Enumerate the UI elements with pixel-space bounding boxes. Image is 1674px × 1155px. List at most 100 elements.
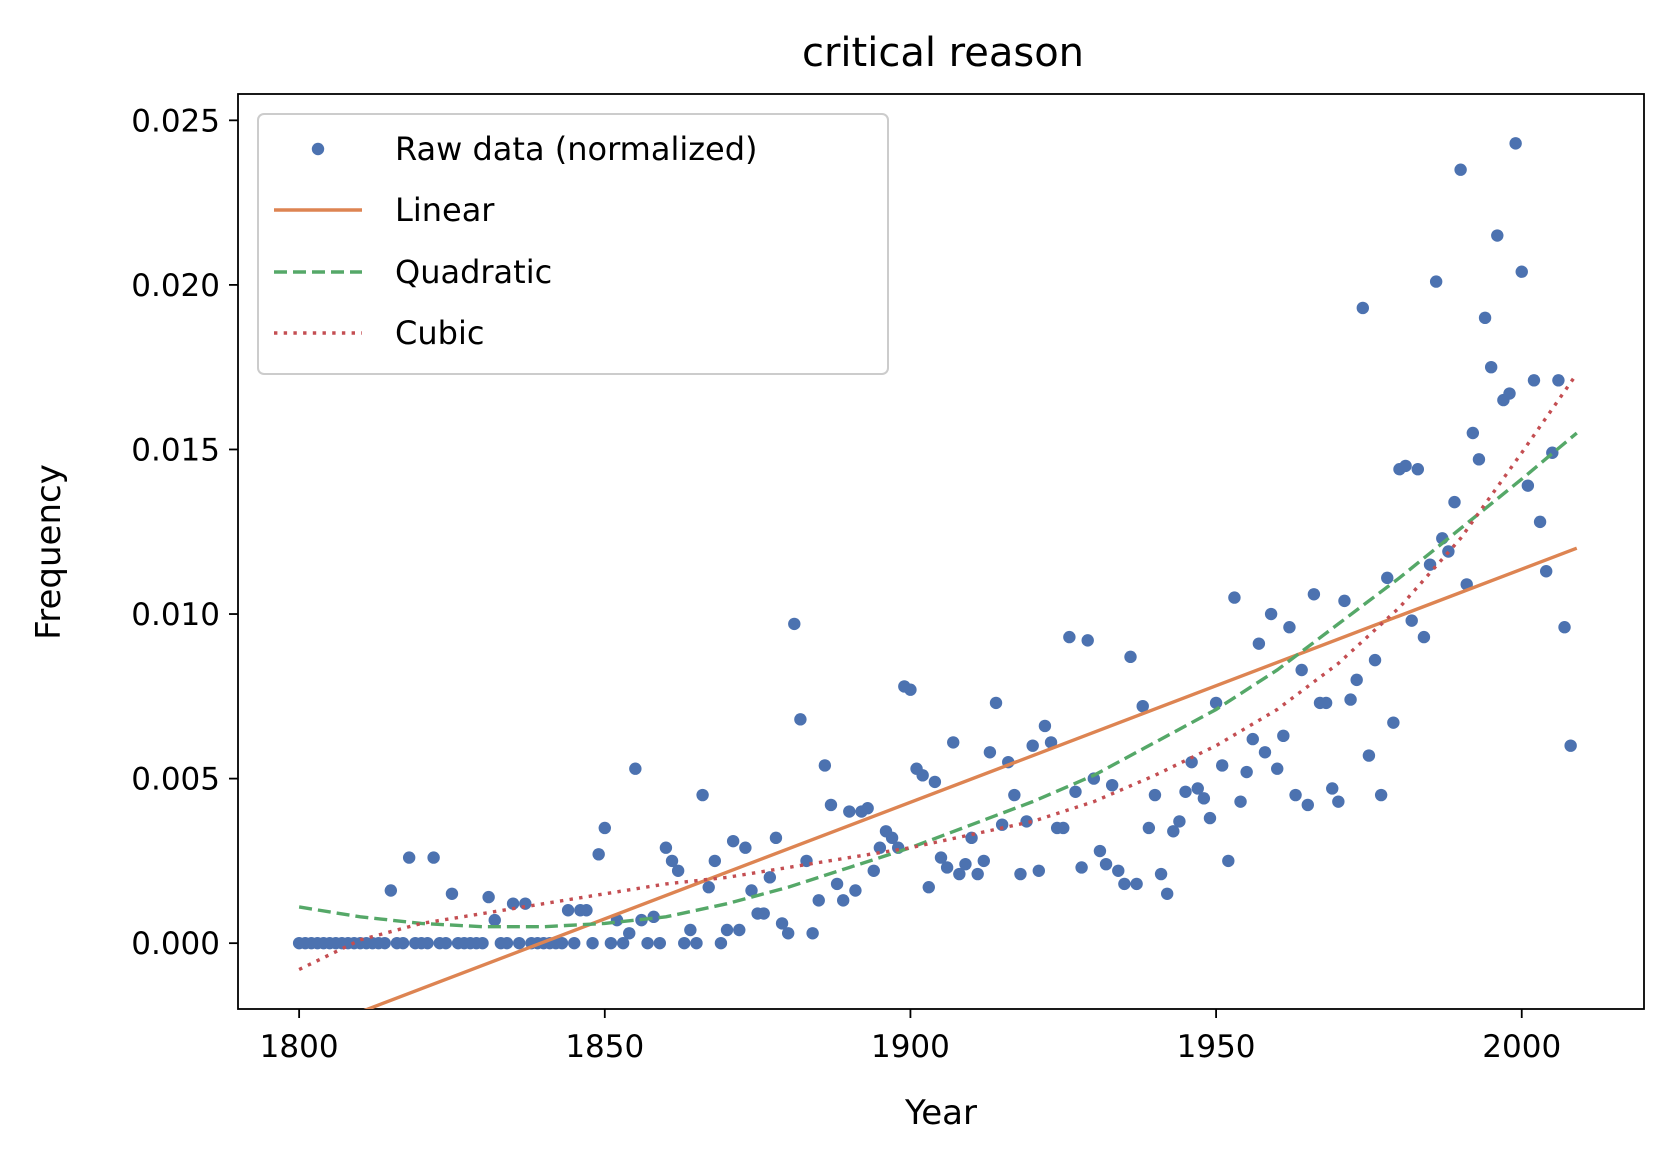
- legend-box: [257, 113, 889, 375]
- data-point: [1124, 650, 1137, 664]
- y-tick-label: 0.025: [131, 103, 220, 139]
- data-point: [1057, 821, 1070, 835]
- data-point: [678, 936, 691, 950]
- data-point: [812, 894, 825, 907]
- data-point: [1484, 360, 1498, 374]
- legend-raw-label: Raw data (normalized): [395, 130, 758, 168]
- data-point: [1564, 739, 1577, 752]
- data-point: [1472, 453, 1486, 466]
- data-point: [488, 913, 501, 927]
- data-point: [629, 762, 642, 775]
- data-point: [1356, 301, 1370, 315]
- data-point: [1167, 825, 1180, 838]
- data-point: [1283, 621, 1296, 634]
- data-point: [1454, 163, 1467, 176]
- data-point: [947, 736, 960, 749]
- data-point: [684, 923, 697, 937]
- data-point: [788, 617, 801, 631]
- chart-title: critical reason: [802, 30, 1084, 76]
- data-point: [1552, 374, 1565, 387]
- data-point: [916, 769, 929, 782]
- x-axis-label: Year: [904, 1093, 977, 1133]
- data-point: [1252, 637, 1266, 650]
- data-point: [1160, 887, 1174, 901]
- data-point: [1509, 137, 1522, 150]
- y-tick-label: 0.020: [131, 268, 220, 304]
- data-point: [733, 923, 746, 937]
- legend-quadratic-label: Quadratic: [395, 253, 552, 291]
- y-tick-label: 0.000: [131, 926, 220, 962]
- data-point: [592, 848, 605, 861]
- data-point: [586, 936, 599, 950]
- data-point: [1387, 716, 1400, 729]
- data-point: [843, 805, 856, 818]
- x-tick-label: 1950: [1177, 1029, 1256, 1065]
- data-point: [989, 696, 1003, 710]
- data-point: [953, 867, 966, 881]
- data-point: [1185, 755, 1198, 769]
- data-point: [1301, 798, 1314, 812]
- y-tick-label: 0.010: [131, 597, 220, 633]
- data-point: [983, 746, 997, 759]
- data-point: [378, 936, 391, 950]
- y-tick-label: 0.015: [131, 432, 220, 468]
- data-point: [1405, 614, 1418, 627]
- data-point: [1289, 788, 1302, 802]
- series-layer: [292, 137, 1579, 1009]
- data-point: [604, 936, 618, 950]
- data-point: [745, 884, 758, 897]
- legend-raw-marker: [311, 142, 325, 156]
- data-point: [1142, 821, 1156, 835]
- data-point: [1154, 867, 1168, 881]
- y-tick-label: 0.005: [131, 762, 220, 798]
- data-point: [1338, 594, 1351, 608]
- data-point: [1118, 877, 1131, 891]
- data-point: [1271, 762, 1284, 775]
- data-point: [775, 917, 789, 930]
- data-point: [1081, 634, 1094, 647]
- data-point: [476, 936, 489, 950]
- y-axis: 0.000 0.005 0.010 0.015 0.020 0.025: [131, 103, 238, 962]
- legend: Raw data (normalized) Linear Quadratic Cubi…: [257, 113, 889, 375]
- data-point: [1105, 778, 1119, 792]
- data-point: [445, 887, 459, 901]
- data-point: [1307, 588, 1321, 601]
- data-point: [1295, 663, 1308, 677]
- y-axis-label: Frequency: [29, 464, 69, 640]
- data-point: [1099, 857, 1113, 871]
- data-point: [623, 927, 636, 940]
- data-point: [1136, 699, 1149, 713]
- data-point: [806, 927, 819, 940]
- data-point: [769, 831, 783, 845]
- data-point: [482, 890, 495, 904]
- data-point: [1234, 795, 1247, 808]
- data-point: [971, 867, 984, 881]
- data-point: [561, 904, 575, 917]
- data-point: [940, 861, 954, 874]
- data-point: [1344, 693, 1357, 706]
- data-point: [384, 884, 398, 897]
- data-point: [763, 871, 777, 884]
- data-point: [598, 821, 611, 835]
- series-quadratic-line: [298, 431, 1578, 929]
- data-point: [1448, 495, 1461, 509]
- data-point: [616, 936, 630, 950]
- data-point: [1203, 811, 1217, 825]
- data-point: [421, 936, 434, 950]
- data-point: [1063, 630, 1076, 644]
- data-point: [580, 904, 593, 917]
- data-point: [659, 841, 673, 854]
- data-point: [1429, 275, 1443, 288]
- data-point: [653, 936, 666, 950]
- data-point: [1503, 387, 1516, 400]
- data-point: [1399, 459, 1412, 473]
- data-point: [1350, 673, 1363, 687]
- data-point: [849, 884, 862, 897]
- data-point: [647, 910, 660, 924]
- legend-linear-label: Linear: [395, 191, 495, 229]
- data-point: [1515, 265, 1528, 278]
- x-tick-label: 2000: [1482, 1029, 1561, 1065]
- data-point: [1173, 815, 1186, 828]
- data-point: [1069, 785, 1082, 798]
- data-point: [861, 802, 874, 815]
